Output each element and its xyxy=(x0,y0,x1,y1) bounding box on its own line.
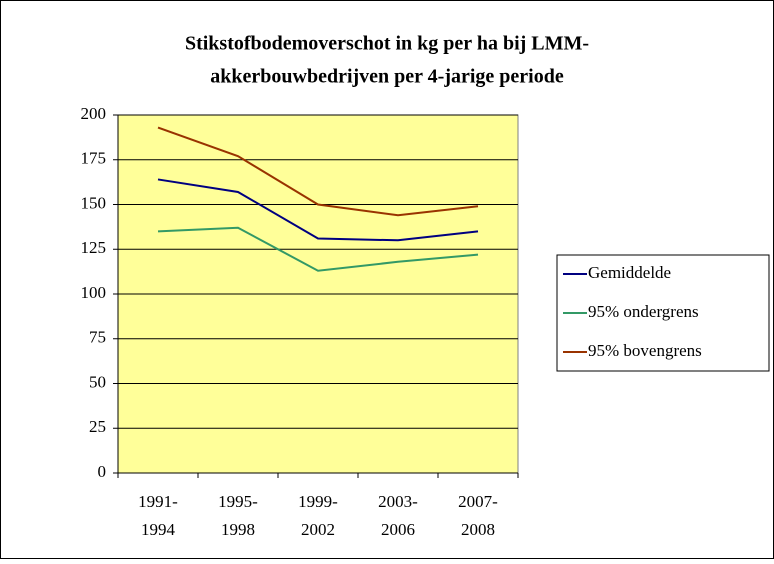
chart-title: Stikstofbodemoverschot in kg per ha bij … xyxy=(185,33,589,55)
y-tick-label: 150 xyxy=(81,193,107,212)
legend-label: 95% ondergrens xyxy=(588,302,699,321)
y-tick-label: 200 xyxy=(81,104,107,123)
x-tick-label: 1991-1994 xyxy=(138,492,178,539)
y-tick-label: 25 xyxy=(89,417,106,436)
x-tick-label: 2003-2006 xyxy=(378,492,418,539)
x-tick-label: 1995-1998 xyxy=(218,492,258,539)
y-tick-label: 100 xyxy=(81,283,107,302)
legend-label: Gemiddelde xyxy=(588,263,671,282)
y-tick-label: 0 xyxy=(98,462,107,481)
y-tick-label: 125 xyxy=(81,238,107,257)
x-tick-label: 1999-2002 xyxy=(298,492,338,539)
y-tick-label: 50 xyxy=(89,372,106,391)
y-tick-label: 75 xyxy=(89,328,106,347)
series-line xyxy=(157,178,479,242)
legend-label: 95% bovengrens xyxy=(588,341,702,360)
legend-box xyxy=(556,254,770,372)
x-tick-label: 2007-2008 xyxy=(458,492,498,539)
series-line xyxy=(157,226,479,272)
y-tick-label: 175 xyxy=(81,149,107,168)
chart-title: akkerbouwbedrijven per 4-jarige periode xyxy=(210,66,564,88)
series-line xyxy=(157,126,479,217)
